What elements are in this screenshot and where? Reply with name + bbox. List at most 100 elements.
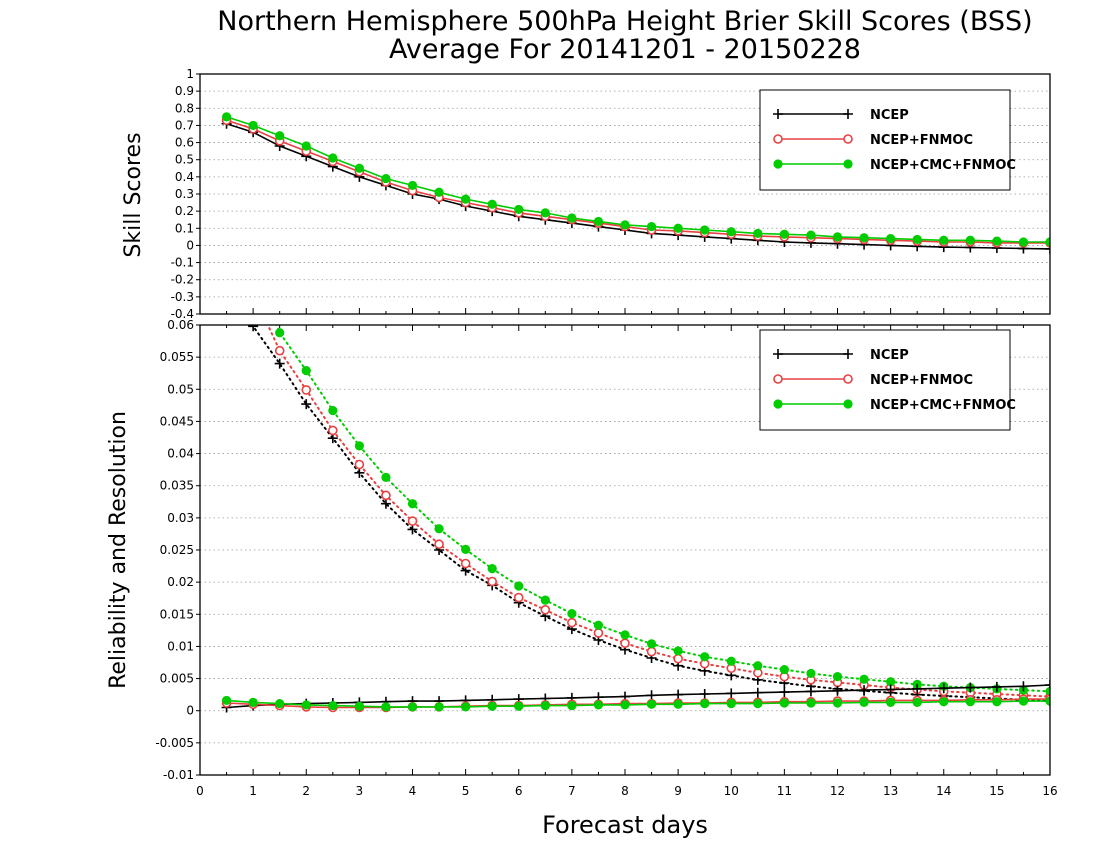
- data-point-ncep-cmc-fnmoc: [222, 179, 231, 188]
- data-point-ncep-fnmoc: [673, 653, 683, 664]
- x-axis-label: Forecast days: [542, 811, 708, 839]
- skill-score-panel: -0.4 -0.3 -0.2 -0.1 0 0.1 0.2 0.3 0.4 0.5 0.6 0.7 0.…: [171, 67, 1051, 321]
- data-point-ncep-cmc-fnmoc: [487, 199, 497, 209]
- data-point-ncep: [274, 358, 285, 369]
- data-point-ncep-cmc-fnmoc: [859, 674, 869, 684]
- x-tick-label: 5: [462, 784, 470, 798]
- legend-label: NCEP+CMC+FNMOC: [870, 398, 1016, 413]
- y-tick-label: 0.01: [167, 639, 194, 653]
- data-point-ncep-cmc-fnmoc: [726, 656, 736, 666]
- data-point-ncep-fnmoc: [223, 205, 231, 213]
- plot-frame: [199, 324, 1051, 776]
- y-tick-label: 1: [186, 67, 194, 81]
- data-point-ncep: [1018, 681, 1029, 692]
- data-point-ncep-cmc-fnmoc: [248, 697, 258, 707]
- data-point-ncep: [859, 685, 870, 696]
- legend: NCEP NCEP+FNMOC NCEP+CMC+FNMOC: [759, 329, 1016, 431]
- data-point-ncep-cmc-fnmoc: [646, 221, 657, 232]
- legend-marker: [773, 109, 783, 119]
- data-point-ncep-cmc-fnmoc: [381, 472, 391, 482]
- data-point-ncep-cmc-fnmoc: [381, 173, 391, 184]
- data-point-ncep-cmc-fnmoc: [832, 232, 843, 242]
- data-point-ncep-cmc-fnmoc: [407, 180, 418, 191]
- x-tick-label: 9: [674, 784, 682, 798]
- x-tick-label: 4: [409, 784, 417, 798]
- data-point-ncep-cmc-fnmoc: [381, 702, 391, 712]
- legend-marker: [773, 349, 783, 359]
- x-tick-label: 7: [568, 784, 576, 798]
- y-tick-label: 0.025: [160, 543, 194, 557]
- data-point-ncep-fnmoc: [460, 558, 471, 569]
- data-point-ncep: [752, 687, 763, 698]
- legend-marker: [843, 374, 853, 384]
- y-tick-label: 0.6: [175, 136, 194, 150]
- x-tick-label: 0: [196, 784, 204, 798]
- data-point-ncep-cmc-fnmoc: [779, 664, 789, 675]
- reliability-resolution-panel: -0.01 -0.005 0 0.005 0.01 0.015 0.02 0.025 0.03 0…: [155, 179, 1057, 798]
- x-tick-label: 14: [936, 784, 951, 798]
- y-tick-label: -0.1: [171, 256, 194, 270]
- legend-marker: [843, 349, 853, 359]
- data-point-ncep: [726, 688, 737, 699]
- legend-marker: [843, 399, 853, 409]
- y-tick-label: 0.015: [160, 607, 194, 621]
- data-point-ncep-cmc-fnmoc: [806, 698, 816, 708]
- legend-box: [759, 329, 1011, 431]
- data-point-ncep-cmc-fnmoc: [461, 194, 471, 204]
- data-point-ncep-cmc-fnmoc: [726, 227, 736, 237]
- y-tick-label: 0.4: [175, 170, 194, 184]
- data-point-ncep-cmc-fnmoc: [753, 661, 763, 671]
- series-line-ncep-fnmoc: [266, 325, 1050, 698]
- data-point-ncep-cmc-fnmoc: [275, 328, 285, 338]
- data-point-ncep-fnmoc: [274, 345, 285, 356]
- y-tick-label: 0.06: [167, 318, 194, 332]
- x-tick-label: 11: [777, 784, 792, 798]
- y-tick-label: 0.035: [160, 479, 194, 493]
- data-point-ncep: [248, 325, 259, 332]
- legend-box: [759, 89, 1011, 191]
- data-point-ncep: [805, 686, 816, 697]
- data-point-ncep-cmc-fnmoc: [221, 695, 232, 706]
- data-point-ncep-cmc-fnmoc: [354, 163, 364, 173]
- data-point-ncep: [699, 689, 710, 699]
- legend-marker: [843, 159, 853, 169]
- x-tick-label: 2: [302, 784, 310, 798]
- data-point-ncep-cmc-fnmoc: [407, 499, 418, 509]
- y-tick-label: 0.5: [175, 153, 194, 167]
- legend-marker: [843, 134, 853, 144]
- y-tick-label: -0.3: [171, 290, 194, 304]
- bottom-y-axis-label: Reliability and Resolution: [106, 411, 131, 689]
- data-point-ncep-cmc-fnmoc: [992, 697, 1002, 707]
- data-point-ncep: [832, 685, 843, 696]
- data-point-ncep-cmc-fnmoc: [301, 366, 311, 376]
- plot-area: [221, 179, 1050, 713]
- data-point-ncep-cmc-fnmoc: [354, 701, 364, 711]
- data-point-ncep-cmc-fnmoc: [354, 441, 364, 451]
- data-point-ncep-cmc-fnmoc: [567, 213, 577, 223]
- data-point-ncep: [779, 687, 790, 698]
- y-tick-label: 0: [186, 704, 194, 718]
- data-point-ncep: [912, 683, 923, 694]
- data-point-ncep-cmc-fnmoc: [407, 702, 418, 712]
- data-point-ncep: [673, 689, 684, 700]
- data-point-ncep-cmc-fnmoc: [593, 620, 604, 630]
- data-point-ncep-fnmoc: [407, 516, 418, 526]
- data-point-ncep: [301, 399, 312, 410]
- data-point-ncep-cmc-fnmoc: [779, 229, 789, 239]
- plot-area: [221, 112, 1050, 254]
- legend-label: NCEP+CMC+FNMOC: [870, 158, 1016, 173]
- data-point-ncep-fnmoc: [434, 539, 444, 550]
- y-tick-label: 0.02: [167, 575, 194, 589]
- data-point-ncep-cmc-fnmoc: [673, 223, 683, 233]
- y-tick-label: 0.9: [175, 84, 194, 98]
- data-point-ncep-cmc-fnmoc: [514, 204, 524, 215]
- data-point-ncep-cmc-fnmoc: [859, 233, 869, 243]
- series-line-ncep-cmc-fnmoc: [275, 325, 1050, 693]
- data-point-ncep-fnmoc: [593, 628, 604, 638]
- data-point-ncep-cmc-fnmoc: [434, 702, 444, 712]
- data-point-ncep-cmc-fnmoc: [939, 235, 949, 245]
- data-point-ncep-cmc-fnmoc: [328, 153, 338, 163]
- data-point-ncep: [1045, 680, 1050, 690]
- y-tick-label: 0.8: [175, 101, 194, 115]
- y-tick-label: 0.3: [175, 187, 194, 201]
